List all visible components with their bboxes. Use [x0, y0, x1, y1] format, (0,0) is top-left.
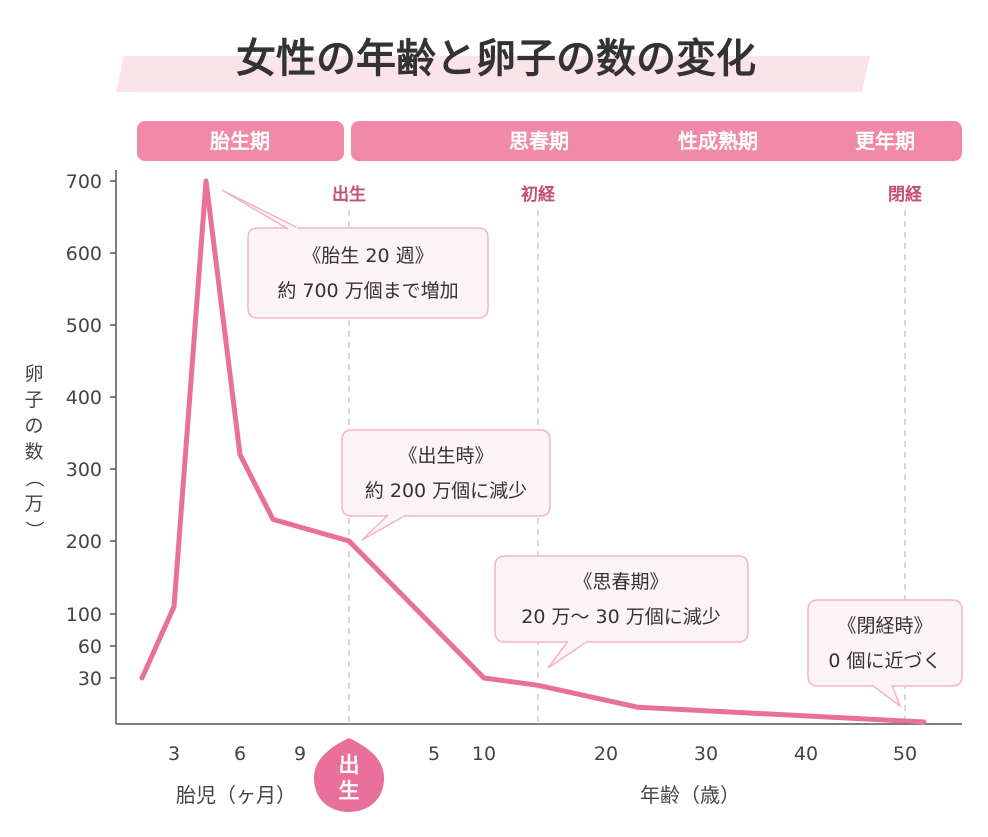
callout-puberty: 《思春期》 20 万～ 30 万個に減少	[494, 555, 749, 669]
x-axis-label-fetal: 胎児（ヶ月）	[176, 783, 296, 807]
x-tick-label: 6	[234, 743, 246, 765]
phase-label-puberty: 思春期	[509, 129, 569, 153]
x-tick-label: 20	[594, 743, 618, 765]
y-axis-label-char: （	[23, 468, 45, 487]
callout-birth: 《出生時》 約 200 万個に減少	[341, 429, 551, 541]
callout-menopause: 《閉経時》 0 個に近づく	[807, 599, 963, 709]
phase-label-menopause: 更年期	[855, 129, 915, 153]
y-tick-label: 700	[66, 171, 102, 193]
x-tick-label: 3	[168, 743, 180, 765]
phase-bar-fetal	[137, 121, 344, 161]
callout-week20: 《胎生 20 週》 約 700 万個まで増加	[221, 189, 489, 319]
birth-marker-label-1: 出	[339, 753, 360, 777]
y-tick-label: 100	[66, 604, 102, 626]
event-label-birth: 出生	[332, 184, 366, 205]
callout-week20-body: 約 700 万個まで増加	[277, 280, 458, 302]
x-ticks: 3 6 9 5 10 20 30 40 50	[168, 743, 917, 765]
y-axis-label: 卵子の数 （ 万 ）	[23, 363, 45, 540]
callout-menopause-head: 《閉経時》	[837, 615, 932, 637]
event-label-menarche: 初経	[521, 184, 556, 205]
y-axis-label-char: ）	[23, 520, 45, 539]
phase-label-maturity: 性成熟期	[678, 129, 758, 153]
title-highlight	[116, 56, 870, 92]
y-axis-label-char: 万	[24, 493, 43, 515]
x-axis-label-age: 年齢（歳）	[640, 783, 740, 807]
phase-bars: 胎生期 思春期 性成熟期 更年期	[137, 121, 962, 161]
phase-bar-postnatal	[351, 121, 962, 161]
x-tick-label: 40	[794, 743, 818, 765]
callout-birth-body: 約 200 万個に減少	[365, 480, 527, 502]
y-tick-label: 600	[66, 243, 102, 265]
callout-week20-bubble	[247, 227, 489, 319]
y-axis-label-char: 卵	[24, 363, 43, 385]
y-tick-label: 300	[66, 459, 102, 481]
axes	[115, 170, 962, 725]
callout-puberty-tail	[547, 640, 589, 669]
callout-week20-tail	[221, 189, 301, 230]
callout-puberty-head: 《思春期》	[573, 571, 668, 593]
series-line	[139, 178, 927, 725]
callout-birth-tail	[361, 514, 407, 541]
x-tick-label: 9	[294, 743, 306, 765]
callout-birth-bubble	[341, 429, 551, 517]
chart-title: 女性の年齢と卵子の数の変化	[236, 36, 756, 82]
callout-birth-head: 《出生時》	[398, 445, 493, 467]
x-tick-label: 30	[694, 743, 718, 765]
y-tick-label: 30	[78, 668, 102, 690]
birth-marker-shape	[314, 738, 384, 812]
y-tick-label: 200	[66, 531, 102, 553]
birth-marker: 出 生	[314, 738, 384, 812]
series-group	[139, 178, 927, 725]
y-ticks: 30 60 100 200 300 400 500 600 700	[66, 171, 116, 690]
callout-menopause-body: 0 個に近づく	[828, 650, 941, 672]
y-tick-label: 500	[66, 315, 102, 337]
y-axis-label-char: の	[24, 415, 43, 437]
y-axis-label-char: 子	[24, 389, 43, 411]
callout-menopause-tail	[871, 684, 902, 709]
phase-label-fetal: 胎生期	[209, 129, 270, 153]
callout-puberty-bubble	[494, 555, 749, 643]
y-tick-label: 60	[78, 636, 102, 658]
event-label-menopause: 閉経	[888, 184, 923, 205]
title-group: 女性の年齢と卵子の数の変化	[116, 36, 870, 92]
x-tick-label: 5	[428, 743, 440, 765]
callout-week20-head: 《胎生 20 週》	[302, 245, 433, 267]
y-tick-label: 400	[66, 387, 102, 409]
callout-menopause-bubble	[807, 599, 963, 687]
birth-marker-label-2: 生	[339, 779, 360, 803]
callout-puberty-body: 20 万～ 30 万個に減少	[521, 606, 720, 628]
y-axis-label-char: 数	[24, 441, 43, 463]
x-tick-label: 10	[472, 743, 496, 765]
x-tick-label: 50	[893, 743, 917, 765]
